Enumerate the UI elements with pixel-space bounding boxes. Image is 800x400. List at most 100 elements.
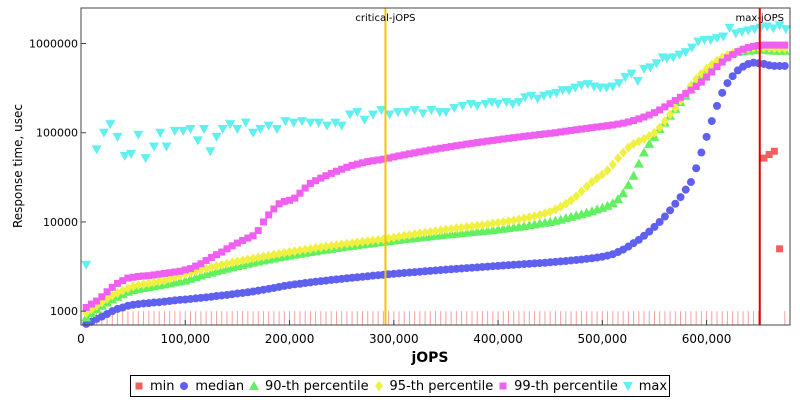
max-point	[749, 25, 760, 35]
95-th-percentile-point	[264, 250, 273, 261]
legend-item: min	[133, 379, 174, 394]
max-point	[563, 86, 574, 96]
99-th-percentile-point	[562, 127, 570, 135]
99-th-percentile-point	[650, 109, 658, 117]
99-th-percentile-point	[770, 41, 778, 49]
max-point	[313, 118, 324, 128]
95-th-percentile-point	[322, 241, 331, 252]
legend-label: 95-th percentile	[389, 378, 494, 394]
median-point	[718, 88, 727, 97]
max-point	[185, 125, 196, 135]
99-th-percentile-point	[265, 211, 273, 219]
95-th-percentile-point	[249, 253, 258, 264]
95-th-percentile-point	[473, 220, 482, 231]
99-th-percentile-point	[322, 172, 330, 180]
99-th-percentile-point	[583, 124, 591, 132]
99-th-percentile-point	[750, 42, 758, 50]
max-point	[780, 25, 791, 35]
99-th-percentile-point	[609, 121, 617, 129]
x-tick-label: 0	[77, 332, 85, 346]
99-th-percentile-point	[718, 58, 726, 66]
max-point	[199, 125, 210, 135]
99-th-percentile-point	[729, 51, 737, 59]
median-point	[686, 178, 695, 187]
series-99-th-percentile	[82, 41, 789, 311]
99-th-percentile-point	[661, 103, 669, 111]
95-th-percentile-point	[238, 255, 247, 266]
99-th-percentile-point	[577, 125, 585, 133]
95-th-percentile-point	[650, 127, 659, 138]
median-point	[702, 132, 711, 141]
99-th-percentile-point	[682, 90, 690, 98]
99-th-percentile-point	[692, 82, 700, 90]
99-th-percentile-point	[192, 262, 200, 270]
95-th-percentile-point	[228, 257, 237, 268]
95-th-percentile-point	[139, 279, 148, 290]
99-th-percentile-point	[369, 157, 377, 165]
99-th-percentile-point	[520, 132, 528, 140]
95-th-percentile-point	[134, 280, 143, 291]
max-point	[240, 118, 251, 128]
y-tick-label: 100000	[36, 127, 78, 140]
max-point	[434, 108, 445, 118]
99-th-percentile-point	[598, 122, 606, 130]
legend-marker-shape	[135, 382, 143, 390]
x-tick-label: 500,000	[578, 332, 628, 346]
median-point	[681, 185, 690, 194]
max-point	[126, 149, 137, 159]
max-point	[737, 27, 748, 37]
x-tick-label: 200,000	[265, 332, 315, 346]
99-th-percentile-point	[134, 272, 142, 280]
max-point	[98, 128, 109, 138]
max-point	[232, 125, 243, 135]
legend-item: median	[178, 379, 244, 394]
99-th-percentile-point	[697, 78, 705, 86]
max-point	[457, 101, 468, 111]
max-point	[532, 94, 543, 104]
99-th-percentile-point	[103, 288, 111, 296]
95-th-percentile-point	[593, 173, 602, 184]
max-point	[417, 109, 428, 119]
95-th-percentile-point	[316, 242, 325, 253]
max-point	[345, 110, 356, 120]
95-th-percentile-point	[421, 227, 430, 238]
99-th-percentile-point	[640, 113, 648, 121]
max-point	[376, 105, 387, 115]
95-th-percentile-point	[222, 258, 231, 269]
95-th-percentile-point	[587, 177, 596, 188]
99-th-percentile-point	[228, 242, 236, 250]
95-th-percentile-point	[582, 181, 591, 192]
series-median	[82, 58, 789, 328]
99-th-percentile-point	[312, 177, 320, 185]
99-th-percentile-point	[93, 297, 101, 305]
95-th-percentile-point	[514, 214, 523, 225]
max-point	[639, 64, 650, 74]
95-th-percentile-point	[478, 219, 487, 230]
99-th-percentile-point	[291, 194, 299, 202]
95-th-percentile-point	[342, 238, 351, 249]
max-point	[367, 110, 378, 120]
99-th-percentile-point	[108, 283, 116, 291]
median-point	[723, 79, 732, 88]
95-th-percentile-point	[405, 229, 414, 240]
95-th-percentile-point	[129, 281, 138, 292]
legend-item: 90-th percentile	[248, 379, 369, 394]
95-th-percentile-point	[290, 246, 299, 257]
median-point	[655, 217, 664, 226]
y-tick-label: 10000	[43, 216, 78, 229]
median-point	[650, 222, 659, 231]
max-point	[520, 93, 531, 103]
median-point	[692, 164, 701, 173]
max-point	[538, 91, 549, 101]
99-th-percentile-point	[82, 303, 90, 311]
95-th-percentile-point	[608, 159, 617, 170]
90-th-percentile-point	[602, 200, 613, 210]
median-point	[780, 61, 789, 70]
99-th-percentile-point	[359, 159, 367, 167]
99-th-percentile-point	[541, 130, 549, 138]
max-point	[601, 83, 612, 93]
99-th-percentile-point	[244, 234, 252, 242]
99-th-percentile-point	[119, 277, 127, 285]
99-th-percentile-point	[531, 131, 539, 139]
max-point	[693, 37, 704, 47]
